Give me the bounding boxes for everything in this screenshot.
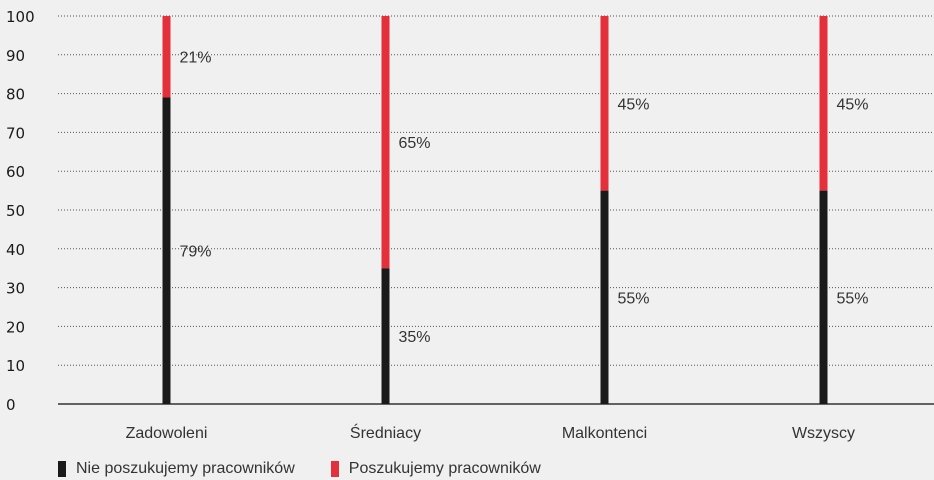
- stacked-bar-chart: 0 10 20 30 40 50 60 70 80 90 100 79% 21% 35% 65% 55% 45…: [6, 8, 934, 442]
- bar-segment: [381, 268, 390, 404]
- category-label: Malkontenci: [562, 425, 647, 442]
- data-label: 65%: [399, 135, 431, 152]
- y-tick-label: 10: [6, 357, 25, 375]
- y-tick-label: 80: [6, 86, 25, 104]
- category-label: Wszyscy: [792, 425, 855, 442]
- bar-segment: [600, 16, 609, 191]
- y-tick-label: 60: [6, 163, 25, 181]
- legend-swatch-red: [330, 461, 339, 477]
- y-tick-label: 70: [6, 124, 25, 142]
- y-tick-label: 30: [6, 280, 25, 298]
- y-tick-label: 40: [6, 241, 25, 259]
- bar-segment: [162, 97, 171, 404]
- data-label: 35%: [399, 329, 431, 346]
- legend: Nie poszukujemy pracowników Poszukujemy …: [58, 458, 541, 480]
- category-label: Zadowoleni: [126, 425, 208, 442]
- legend-label: Poszukujemy pracowników: [348, 460, 541, 477]
- bar-segment: [162, 16, 171, 98]
- bar-segment: [819, 16, 828, 191]
- y-tick-label: 0: [6, 396, 16, 414]
- data-label: 55%: [618, 290, 650, 307]
- legend-label: Nie poszukujemy pracowników: [76, 460, 295, 477]
- y-tick-label: 100: [6, 8, 35, 26]
- legend-item-poszukujemy[interactable]: Poszukujemy pracowników: [330, 460, 541, 478]
- data-label: 21%: [180, 50, 212, 67]
- bar-segment: [600, 190, 609, 404]
- y-axis-ticks: 0 10 20 30 40 50 60 70 80 90 100: [6, 8, 35, 414]
- data-label: 55%: [837, 290, 869, 307]
- y-tick-label: 20: [6, 318, 25, 336]
- bar-segment: [819, 190, 828, 404]
- category-label: Średniacy: [350, 423, 421, 442]
- legend-item-nie-poszukujemy[interactable]: Nie poszukujemy pracowników: [58, 460, 295, 478]
- y-tick-label: 50: [6, 202, 25, 220]
- data-label: 45%: [837, 96, 869, 113]
- data-labels: 79% 21% 35% 65% 55% 45% 55% 45%: [180, 50, 869, 346]
- grid-lines: [58, 15, 934, 366]
- data-label: 79%: [180, 244, 212, 261]
- data-label: 45%: [618, 96, 650, 113]
- bar-segment: [381, 16, 390, 269]
- bars: [162, 16, 828, 404]
- category-labels: Zadowoleni Średniacy Malkontenci Wszyscy: [126, 423, 855, 442]
- y-tick-label: 90: [6, 47, 25, 65]
- legend-swatch-dark: [58, 461, 66, 477]
